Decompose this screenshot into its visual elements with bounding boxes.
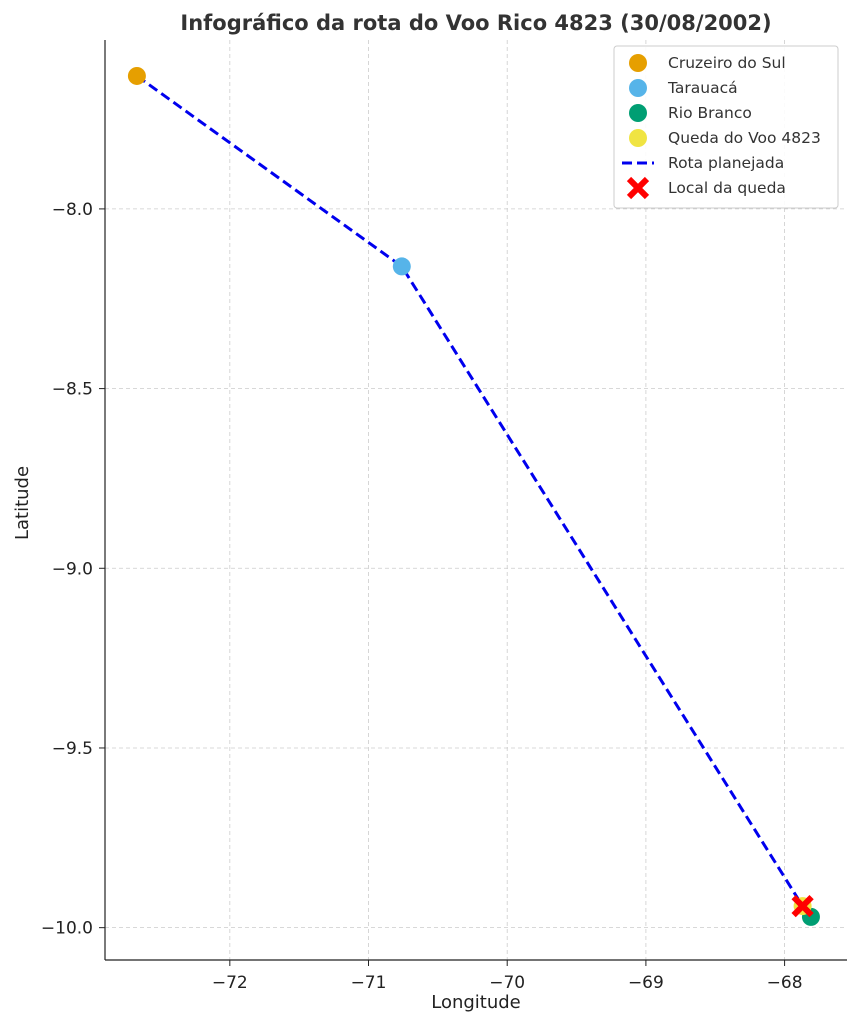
points-layer	[127, 66, 820, 926]
planned-route-line	[136, 74, 804, 907]
legend-label: Rota planejada	[668, 154, 784, 172]
x-axis-title: Longitude	[431, 992, 521, 1013]
city-point	[127, 66, 146, 85]
chart-title: Infográfico da rota do Voo Rico 4823 (30…	[180, 11, 771, 35]
crash-marker	[791, 894, 814, 918]
route-layer	[136, 74, 804, 907]
legend-label: Rio Branco	[668, 104, 752, 122]
axes	[104, 40, 847, 961]
y-tick-label: −9.5	[52, 739, 93, 759]
y-tick-label: −10.0	[41, 919, 93, 939]
legend-cross-marker	[626, 176, 650, 200]
legend-frame	[613, 45, 839, 209]
legend-label: Tarauacá	[667, 79, 738, 97]
x-tick-label: −68	[767, 973, 803, 993]
legend-label: Cruzeiro do Sul	[668, 54, 786, 72]
legend-point-marker	[629, 129, 647, 147]
legend-label: Queda do Voo 4823	[668, 129, 821, 147]
legend-point-marker	[629, 79, 647, 97]
ticks: −72 −71 −70 −69 −68 −8.0 −8.5 −9.0 −9.5 −10.0	[41, 200, 803, 993]
x-tick-label: −71	[351, 973, 387, 993]
city-point	[392, 257, 411, 276]
legend: Cruzeiro do Sul Tarauacá Rio Branco Queda d…	[613, 45, 839, 209]
legend-point-marker	[629, 104, 647, 122]
x-tick-label: −70	[489, 973, 525, 993]
x-tick-label: −69	[628, 973, 664, 993]
legend-point-marker	[629, 54, 647, 72]
y-tick-label: −9.0	[52, 559, 93, 579]
legend-label: Local da queda	[668, 179, 786, 197]
y-axis-title: Latitude	[12, 466, 33, 540]
grid-lines	[105, 40, 847, 960]
y-tick-label: −8.0	[52, 200, 93, 220]
y-tick-label: −8.5	[52, 380, 93, 400]
x-tick-label: −72	[212, 973, 248, 993]
